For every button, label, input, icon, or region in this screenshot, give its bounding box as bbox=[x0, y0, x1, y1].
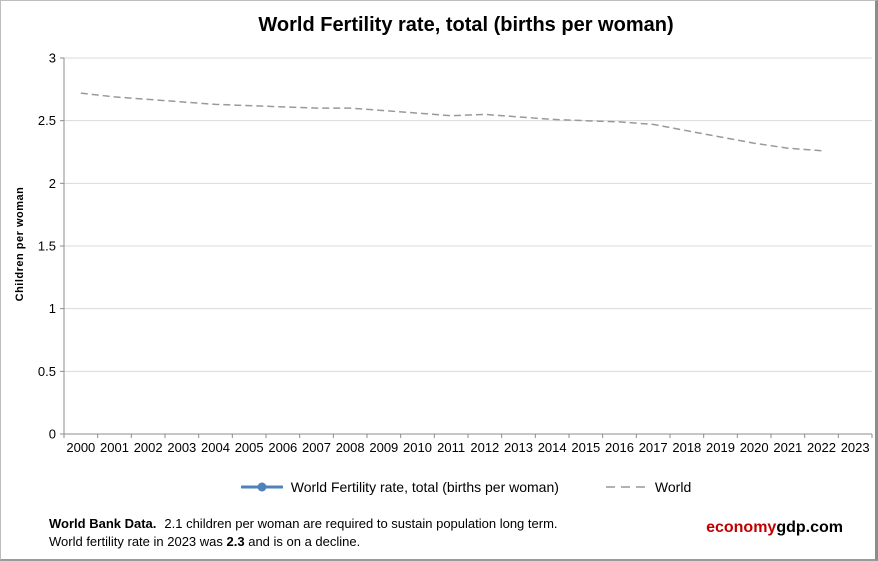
x-tick-label: 2002 bbox=[134, 440, 163, 455]
legend-marker-sample bbox=[257, 482, 267, 492]
x-tick-label: 2014 bbox=[538, 440, 567, 455]
footer-line-1: World Bank Data. 2.1 children per woman a… bbox=[49, 515, 558, 533]
legend-label-fertility: World Fertility rate, total (births per … bbox=[290, 479, 559, 495]
plot-area: 0 0.5 1 1.5 2 2.5 3 2000 2001 2002 2003 2004 2005 200… bbox=[38, 51, 873, 455]
blue-line-marker-icon bbox=[240, 482, 283, 492]
footer-line2-post: and is on a decline. bbox=[248, 534, 361, 549]
footer-line-2: World fertility rate in 2023 was 2.3 and… bbox=[49, 533, 558, 551]
x-tick-label: 2020 bbox=[740, 440, 769, 455]
x-tick-label: 2021 bbox=[773, 440, 802, 455]
x-tick-label: 2015 bbox=[571, 440, 600, 455]
y-tick-label: 1 bbox=[49, 301, 56, 316]
footer-line2-pre: World fertility rate in 2023 was bbox=[49, 534, 223, 549]
x-tick-label: 2003 bbox=[167, 440, 196, 455]
y-tick-label: 3 bbox=[49, 51, 56, 66]
site-logo: economygdp.com bbox=[706, 519, 843, 537]
legend-item-world: World bbox=[605, 479, 691, 495]
footer-source: World Bank Data. bbox=[49, 516, 157, 531]
y-tick-label: 2 bbox=[49, 176, 56, 191]
y-tick-label: 0 bbox=[49, 427, 56, 442]
x-tick-label: 2011 bbox=[437, 440, 465, 455]
x-tick-label: 2009 bbox=[369, 440, 398, 455]
footer-note-text: 2.1 children per woman are required to s… bbox=[164, 516, 558, 531]
x-tick-label: 2023 bbox=[841, 440, 870, 455]
x-tick-label: 2010 bbox=[403, 440, 432, 455]
legend-label-world: World bbox=[654, 479, 692, 495]
world-fertility-line bbox=[80, 92, 822, 152]
x-tick-label: 2016 bbox=[605, 440, 634, 455]
x-tick-label: 2018 bbox=[672, 440, 701, 455]
x-tick-label: 2012 bbox=[470, 440, 499, 455]
x-tick-label: 2013 bbox=[504, 440, 533, 455]
y-tick-label: 2.5 bbox=[38, 113, 56, 128]
y-tick-label: 0.5 bbox=[38, 364, 56, 379]
x-tick-label: 2006 bbox=[268, 440, 297, 455]
x-tick-label: 2008 bbox=[336, 440, 365, 455]
footer-rate-value: 2.3 bbox=[226, 534, 245, 549]
y-tick-label: 1.5 bbox=[38, 239, 56, 254]
x-tick-label: 2007 bbox=[302, 440, 331, 455]
x-tick-label: 2001 bbox=[100, 440, 129, 455]
x-tick-label: 2017 bbox=[639, 440, 668, 455]
x-tick-label: 2004 bbox=[201, 440, 230, 455]
legend-item-fertility: World Fertility rate, total (births per … bbox=[240, 479, 559, 495]
dashed-line-icon bbox=[605, 486, 646, 488]
logo-red-part: economy bbox=[706, 519, 777, 536]
x-tick-label: 2005 bbox=[235, 440, 264, 455]
logo-black-part: gdp.com bbox=[776, 519, 843, 536]
legend: World Fertility rate, total (births per … bbox=[61, 475, 871, 499]
x-tick-label: 2022 bbox=[807, 440, 836, 455]
footer-note: World Bank Data. 2.1 children per woman a… bbox=[49, 515, 558, 551]
chart-title: World Fertility rate, total (births per … bbox=[258, 14, 674, 36]
x-tick-label: 2000 bbox=[66, 440, 95, 455]
x-tick-label: 2019 bbox=[706, 440, 735, 455]
